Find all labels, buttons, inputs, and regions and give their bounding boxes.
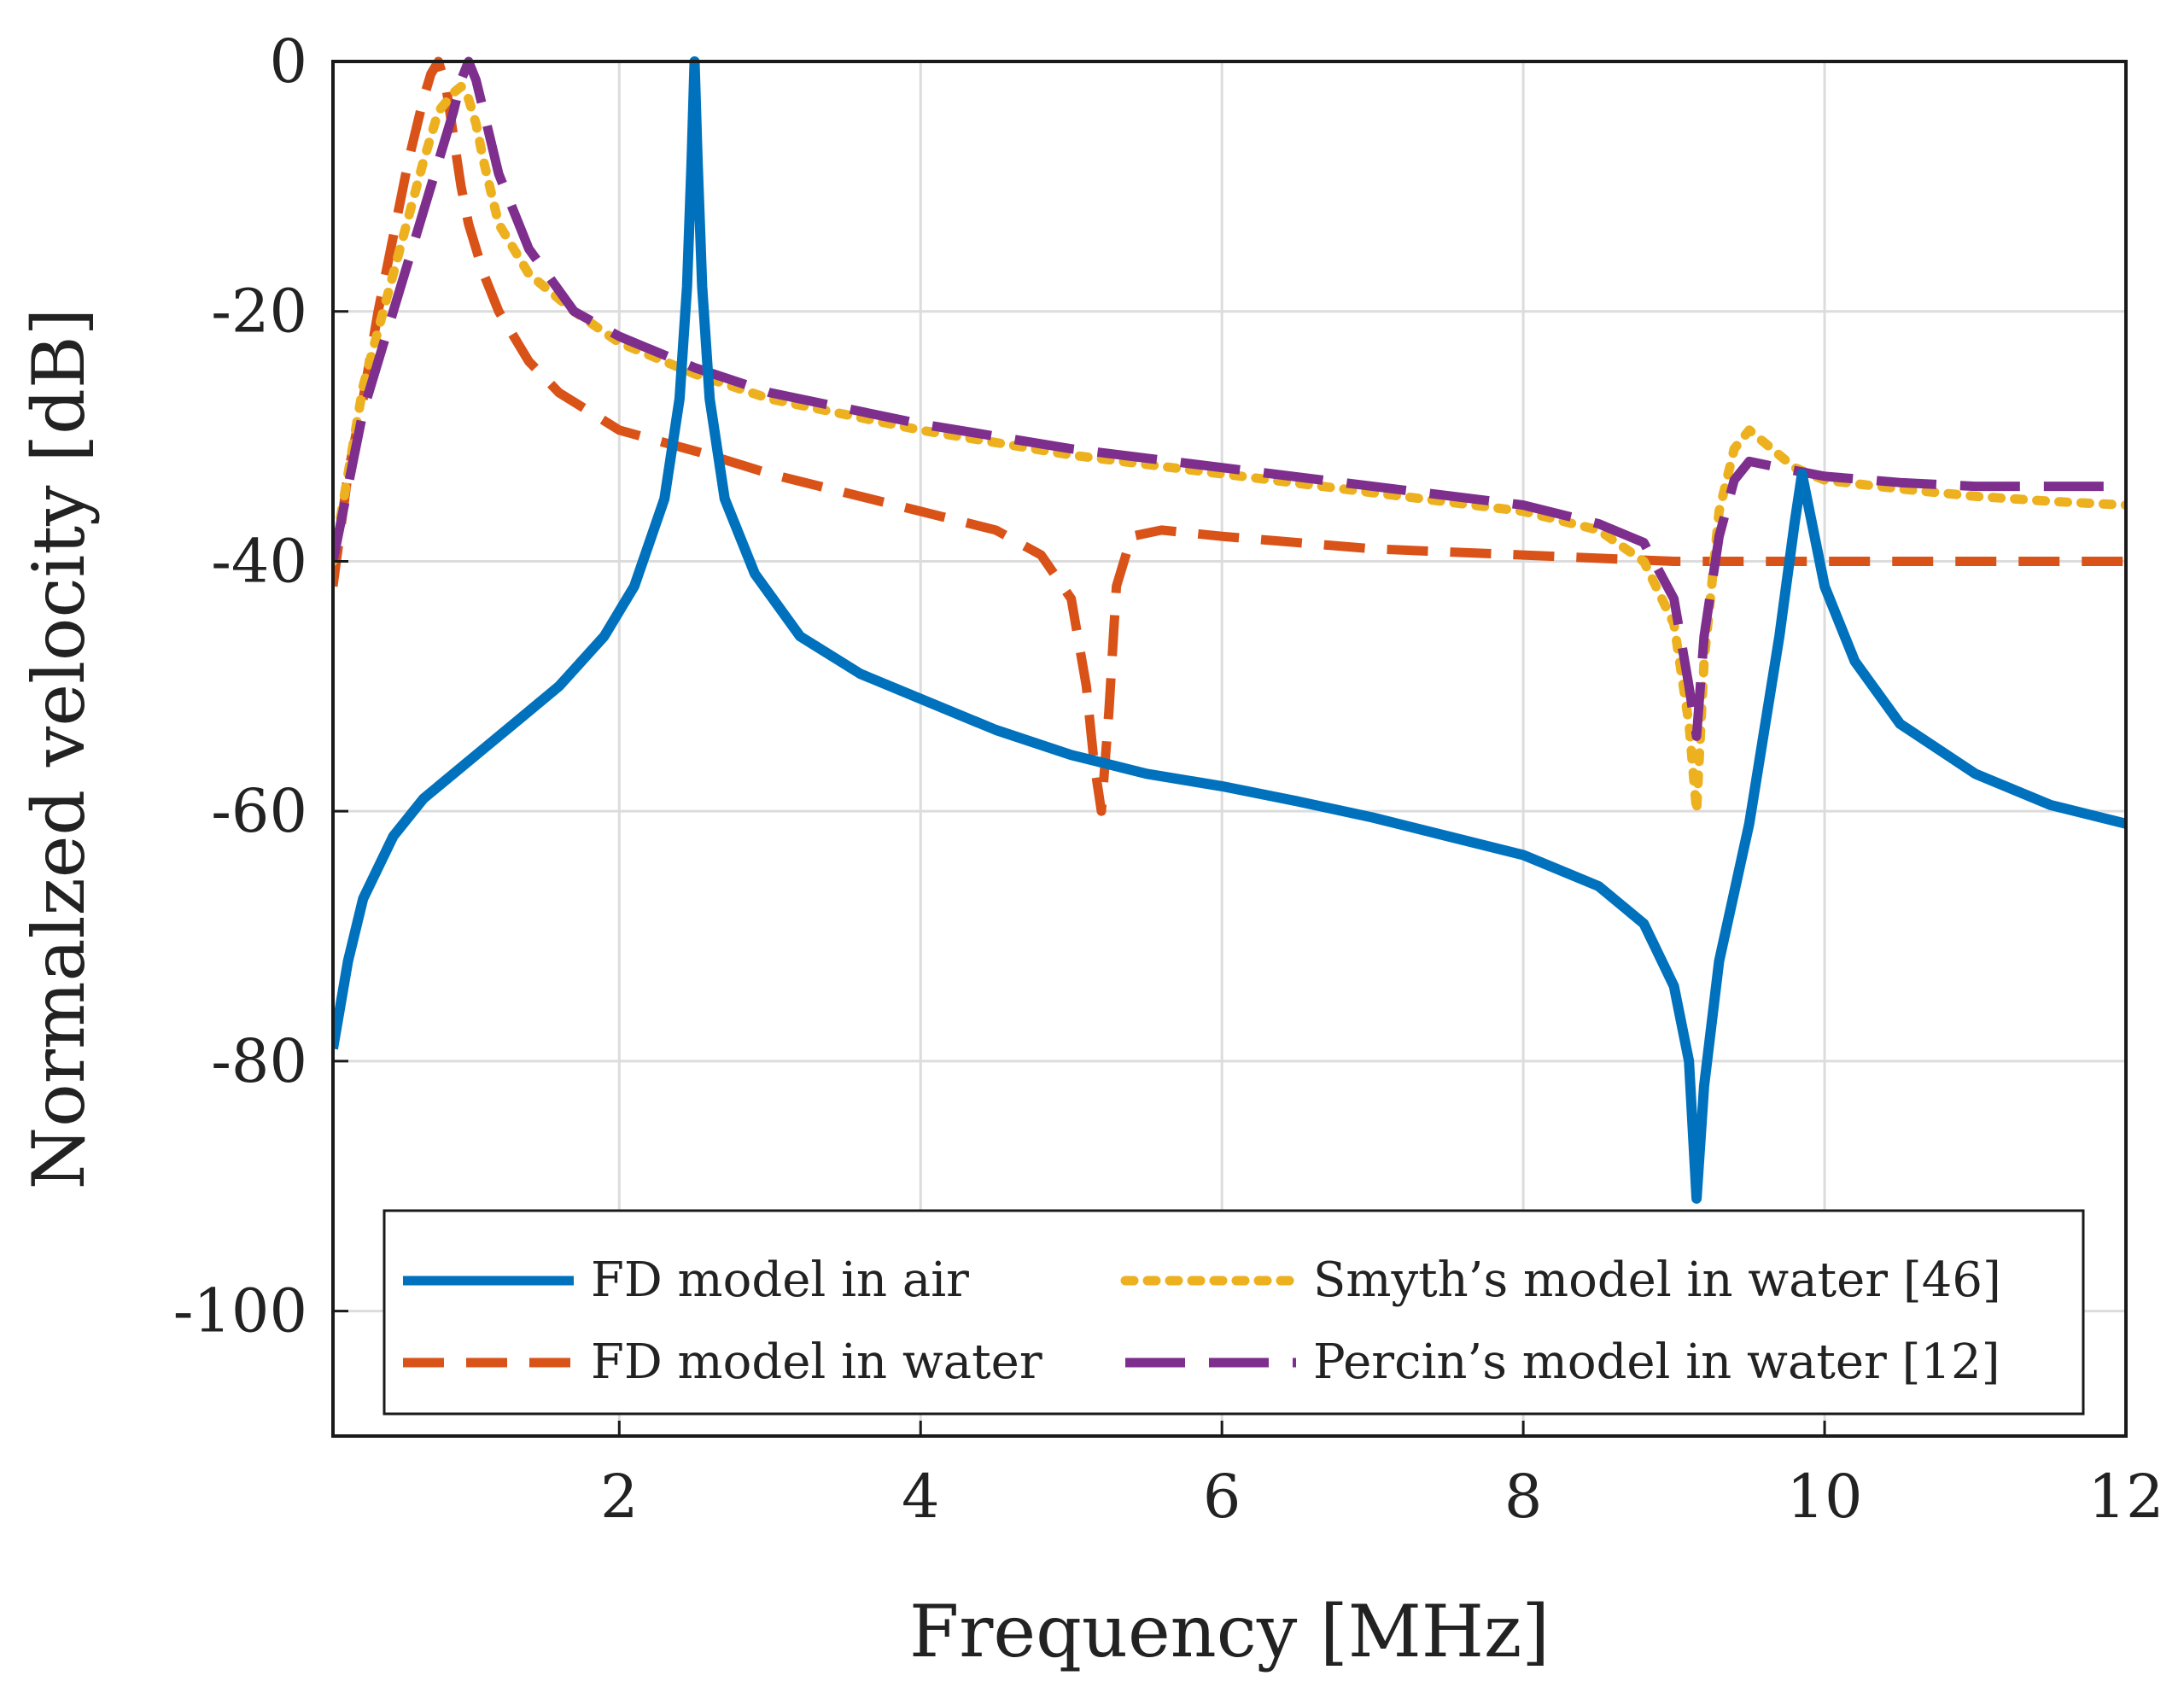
series-line-percin-s-model-in-water-12: [333, 56, 2126, 741]
series-line-fd-model-in-water: [333, 56, 2126, 816]
x-tick-label: 2: [600, 1462, 639, 1532]
legend-entry-percin: Percin’s model in water [12]: [1313, 1334, 2000, 1390]
x-tick-label: 8: [1504, 1462, 1543, 1532]
legend: FD model in air FD model in water Smyth’…: [382, 1209, 2085, 1416]
y-tick-label: 0: [269, 26, 307, 96]
x-tick-label: 10: [1787, 1462, 1863, 1532]
x-tick-label: 12: [2088, 1462, 2164, 1532]
x-tick-label: 4: [902, 1462, 940, 1532]
y-axis-label: Normalzed velocity [dB]: [17, 308, 101, 1190]
legend-box: [382, 1209, 2085, 1416]
series-line-smyth-s-model-in-water-46: [333, 81, 2126, 816]
legend-entry-fd-air: FD model in air: [591, 1252, 969, 1308]
y-tick-label: -40: [211, 526, 307, 596]
plot-frame: [331, 60, 2128, 1438]
y-tick-label: -60: [211, 776, 307, 846]
series-lines: [333, 56, 2126, 1204]
series-line-fd-model-in-air: [333, 56, 2126, 1204]
legend-entry-fd-water: FD model in water: [591, 1334, 1042, 1390]
x-axis-label: Frequency [MHz]: [909, 1590, 1550, 1673]
y-tick-label: -100: [173, 1276, 307, 1346]
legend-entry-smyth: Smyth’s model in water [46]: [1313, 1252, 2001, 1308]
x-tick-label: 6: [1203, 1462, 1241, 1532]
y-tick-label: -20: [211, 277, 307, 347]
axis-ticks: 2 4 6 8 10 12 0 -20 -40 -60 -80 -100: [173, 26, 2164, 1532]
y-tick-label: -80: [211, 1026, 307, 1096]
